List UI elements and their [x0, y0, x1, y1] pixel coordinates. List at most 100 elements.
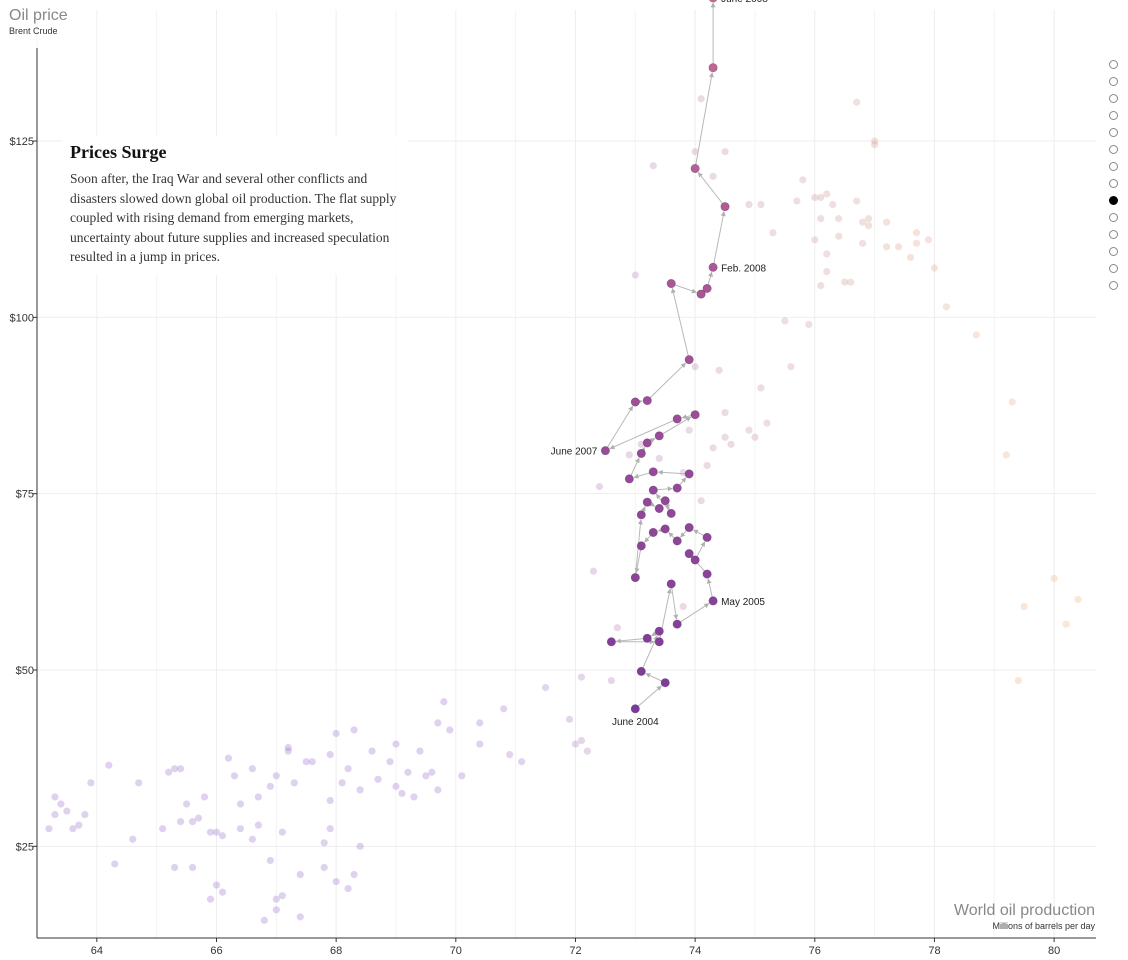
date-annotation: June 2008	[721, 0, 768, 5]
background-point	[817, 193, 825, 202]
background-point	[51, 810, 59, 819]
background-point	[859, 239, 867, 247]
background-point	[428, 768, 436, 776]
background-point	[332, 729, 340, 738]
background-point	[1074, 595, 1082, 604]
highlight-point	[654, 637, 664, 647]
path-arrow	[657, 486, 673, 492]
background-point	[290, 779, 298, 787]
background-point	[841, 278, 849, 286]
step-nav-dot[interactable]	[1109, 111, 1118, 120]
background-point	[751, 433, 759, 441]
background-point	[224, 754, 233, 762]
background-point	[368, 747, 376, 755]
background-point	[332, 877, 340, 886]
background-point	[182, 800, 191, 808]
background-point	[679, 602, 687, 611]
highlight-point	[708, 63, 718, 73]
highlight-point	[666, 508, 676, 518]
background-point	[1008, 398, 1016, 406]
step-nav-dot[interactable]	[1109, 230, 1118, 239]
step-nav-dot[interactable]	[1109, 196, 1118, 205]
background-point	[218, 832, 227, 840]
x-tick-label: 74	[689, 945, 701, 957]
background-point	[811, 193, 819, 202]
background-point	[236, 800, 245, 808]
step-nav-dot[interactable]	[1109, 179, 1118, 188]
background-point	[398, 789, 406, 798]
background-point	[655, 454, 663, 463]
step-nav-dot[interactable]	[1109, 145, 1118, 154]
background-point	[882, 218, 891, 226]
step-nav-dot[interactable]	[1109, 247, 1118, 256]
path-arrow	[640, 446, 646, 453]
background-point	[835, 215, 843, 223]
background-point	[811, 236, 819, 244]
background-point	[853, 98, 861, 106]
background-point	[871, 140, 879, 149]
background-point	[87, 779, 95, 787]
highlight-point	[709, 0, 718, 3]
background-point	[745, 426, 753, 434]
highlight-point	[636, 510, 646, 520]
background-point	[476, 740, 484, 748]
background-point	[1050, 574, 1058, 582]
highlight-point	[672, 414, 682, 424]
background-point	[882, 243, 891, 251]
background-point	[206, 828, 215, 836]
background-point	[356, 786, 364, 794]
background-point	[212, 828, 221, 836]
background-point	[248, 835, 256, 843]
path-arrow	[668, 532, 675, 539]
x-tick-label: 64	[91, 945, 103, 957]
background-point	[159, 825, 167, 833]
background-point	[865, 222, 873, 230]
path-arrow	[640, 506, 646, 512]
step-nav-dot[interactable]	[1109, 128, 1118, 137]
date-annotation: June 2007	[551, 447, 598, 458]
step-nav-dot[interactable]	[1109, 264, 1118, 273]
background-point	[871, 137, 879, 145]
step-nav-dot[interactable]	[1109, 94, 1118, 103]
background-point	[942, 303, 951, 311]
highlight-point	[630, 397, 640, 407]
background-point	[894, 243, 903, 251]
background-point	[703, 461, 711, 470]
path-arrow	[671, 587, 679, 620]
highlight-point	[720, 202, 730, 212]
step-nav-dot[interactable]	[1109, 162, 1118, 171]
background-point	[769, 229, 777, 237]
x-tick-label: 78	[928, 945, 940, 957]
path-arrow	[634, 549, 642, 574]
x-tick-label: 80	[1048, 945, 1060, 957]
background-point	[320, 863, 328, 872]
highlight-point	[660, 678, 670, 688]
path-arrow	[657, 527, 664, 533]
background-point	[200, 793, 209, 801]
step-nav-dot[interactable]	[1109, 281, 1118, 290]
highlight-point	[690, 164, 700, 174]
background-point	[75, 821, 83, 829]
step-nav-dot[interactable]	[1109, 60, 1118, 69]
step-nav-dot[interactable]	[1109, 77, 1118, 86]
background-point	[284, 743, 292, 752]
path-arrow	[649, 437, 656, 443]
background-point	[326, 825, 334, 833]
highlight-point	[708, 596, 718, 606]
highlight-point	[630, 573, 640, 583]
background-point	[320, 839, 328, 847]
background-point	[571, 740, 580, 748]
path-arrow	[649, 501, 656, 507]
step-nav-dot[interactable]	[1109, 213, 1118, 222]
date-annotation: Feb. 2008	[721, 263, 766, 274]
background-point	[715, 366, 723, 374]
background-point	[518, 758, 526, 766]
background-point	[278, 828, 286, 836]
background-point	[500, 705, 508, 713]
path-arrow	[609, 420, 674, 450]
background-point	[823, 190, 831, 198]
background-point	[356, 842, 364, 850]
background-point	[212, 881, 221, 889]
background-point	[81, 810, 89, 819]
y-tick-label: $25	[16, 841, 34, 853]
